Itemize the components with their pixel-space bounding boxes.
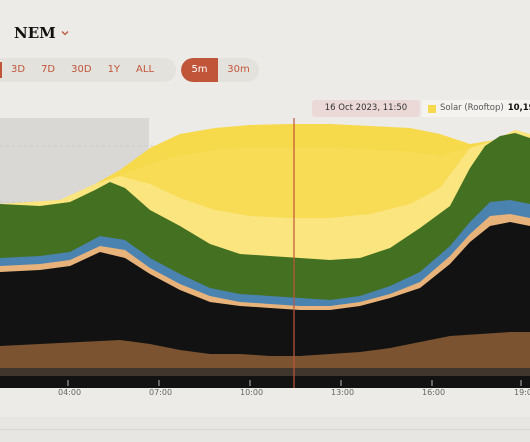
x-axis-ticks [67,380,522,386]
baseline-area [0,368,530,376]
bottom-strip [0,417,530,442]
x-tick-label: 19:0 [514,388,530,397]
x-tick-label: 16:00 [422,388,445,397]
interval-tabs: 5m 30m [181,58,259,82]
tab-5m[interactable]: 5m [181,58,218,82]
range-tabs-edge [0,62,2,78]
region-selector[interactable]: NEM [14,24,70,42]
top-bar: NEM [0,0,530,56]
generation-chart[interactable]: 04:00 07:00 10:00 13:00 16:00 19:0 [0,118,530,418]
region-label: NEM [14,24,56,42]
x-axis-labels: 04:00 07:00 10:00 13:00 16:00 19:0 [58,388,530,397]
range-tabs: 3D 7D 30D 1Y ALL [0,58,176,82]
x-tick-label: 13:00 [331,388,354,397]
solar-rooftop-band [120,148,470,218]
tooltip-amount: 10,192 M [507,103,530,113]
tab-30d[interactable]: 30D [71,64,92,75]
divider [0,429,530,430]
tab-1y[interactable]: 1Y [107,64,121,75]
legend-swatch [428,104,436,113]
tooltip-series: Solar (Rooftop) [440,103,504,113]
x-tick-label: 07:00 [149,388,172,397]
x-tick-label: 10:00 [240,388,263,397]
tab-all[interactable]: ALL [136,64,155,75]
tab-30m[interactable]: 30m [227,64,250,75]
chevron-down-icon [61,31,69,36]
tab-7d[interactable]: 7D [41,64,56,75]
tooltip-datetime: 16 Oct 2023, 11:50 AM [312,100,420,130]
brown-coal-area [0,332,530,368]
tooltip-value: Solar (Rooftop) 10,192 M [422,100,530,117]
x-tick-label: 04:00 [58,388,81,397]
tab-3d[interactable]: 3D [11,64,26,75]
